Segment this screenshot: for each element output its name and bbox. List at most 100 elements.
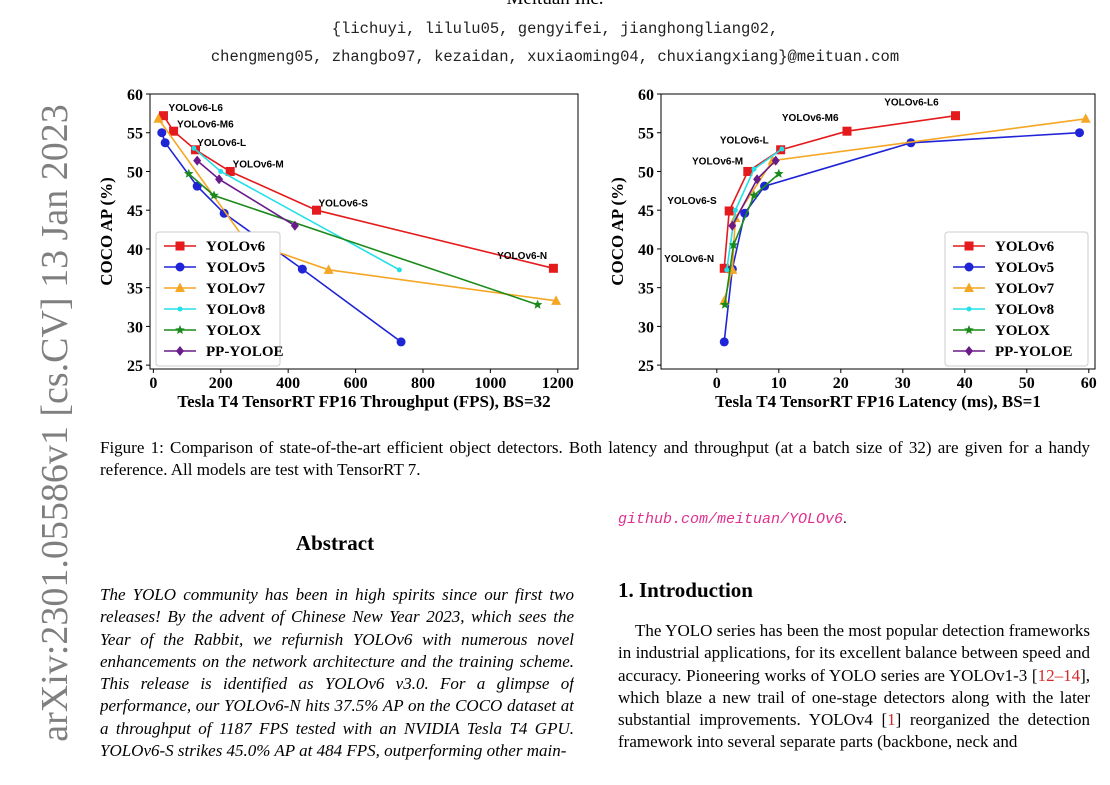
data-point bbox=[724, 206, 734, 216]
legend-marker bbox=[964, 262, 974, 272]
y-tick-label: 45 bbox=[638, 203, 654, 220]
series-line bbox=[725, 148, 783, 270]
legend-label: YOLOv7 bbox=[206, 281, 266, 297]
legend-label: YOLOv6 bbox=[206, 239, 266, 255]
x-tick-label: 60 bbox=[1081, 375, 1097, 392]
data-point bbox=[396, 337, 406, 347]
data-point bbox=[719, 263, 729, 273]
data-point bbox=[732, 207, 738, 213]
legend-box bbox=[155, 231, 281, 367]
series-pp-yoloe bbox=[728, 155, 780, 231]
y-tick-label: 35 bbox=[127, 281, 143, 298]
y-tick-label: 50 bbox=[127, 164, 143, 181]
affiliation: Meituan Inc. bbox=[0, 0, 1110, 10]
author-emails-line1: {lichuyi, lilulu05, gengyifei, jianghong… bbox=[331, 20, 779, 38]
data-point bbox=[160, 138, 170, 148]
point-annotation: YOLOv6-M bbox=[692, 156, 743, 167]
x-tick-label: 30 bbox=[895, 375, 911, 392]
data-point bbox=[153, 113, 164, 123]
x-axis-label: Tesla T4 TensorRT FP16 Latency (ms), BS=… bbox=[715, 392, 1041, 411]
x-tick-label: 0 bbox=[713, 375, 721, 392]
github-link[interactable]: github.com/meituan/YOLOv6. bbox=[618, 511, 847, 528]
legend-marker bbox=[177, 306, 183, 312]
plot-frame bbox=[149, 93, 579, 370]
x-tick-label: 800 bbox=[411, 375, 435, 392]
data-point bbox=[323, 264, 334, 274]
figure-caption: Figure 1: Comparison of state-of-the-art… bbox=[100, 438, 1090, 479]
data-point bbox=[551, 295, 562, 305]
legend-marker bbox=[175, 282, 185, 292]
data-point bbox=[158, 111, 168, 121]
data-point bbox=[396, 267, 402, 273]
data-point bbox=[311, 205, 321, 215]
data-point bbox=[743, 166, 753, 176]
legend-label: YOLOX bbox=[995, 323, 1050, 339]
data-point bbox=[215, 174, 224, 185]
series-yolov8 bbox=[191, 145, 402, 273]
y-tick-label: 25 bbox=[127, 358, 143, 375]
y-tick-label: 35 bbox=[638, 281, 654, 298]
data-point bbox=[753, 174, 762, 185]
data-point bbox=[1075, 128, 1084, 138]
legend-box bbox=[944, 231, 1089, 367]
legend-marker bbox=[964, 241, 974, 251]
legend-label: YOLOX bbox=[206, 323, 261, 339]
legend-label: YOLOv7 bbox=[995, 281, 1055, 297]
github-link-text[interactable]: github.com/meituan/YOLOv6 bbox=[618, 511, 844, 528]
point-annotation: YOLOv6-S bbox=[667, 196, 717, 207]
legend-marker bbox=[176, 346, 184, 356]
y-tick-label: 60 bbox=[127, 87, 143, 104]
data-point bbox=[951, 111, 960, 121]
citation-link[interactable]: 1 bbox=[887, 710, 896, 730]
data-point bbox=[191, 145, 197, 151]
data-point bbox=[749, 190, 759, 200]
x-axis-label: Tesla T4 TensorRT FP16 Throughput (FPS),… bbox=[177, 392, 550, 411]
x-tick-label: 400 bbox=[276, 375, 300, 392]
data-point bbox=[548, 263, 558, 273]
x-tick-label: 1000 bbox=[474, 375, 506, 392]
data-point bbox=[842, 126, 852, 136]
point-annotation: YOLOv6-L6 bbox=[169, 103, 224, 114]
legend-label: YOLOv6 bbox=[995, 239, 1055, 255]
x-tick-label: 50 bbox=[1019, 375, 1035, 392]
legend-marker bbox=[965, 346, 973, 356]
intro-text-3: ] reorganized the detection framework in… bbox=[618, 710, 1090, 752]
data-point bbox=[157, 128, 167, 138]
data-point bbox=[730, 212, 741, 222]
data-point bbox=[169, 126, 179, 136]
plot-frame bbox=[660, 93, 1096, 370]
point-annotation: YOLOv6-L bbox=[720, 136, 769, 147]
y-tick-label: 40 bbox=[127, 242, 143, 259]
legend-marker bbox=[964, 282, 974, 292]
point-annotation: YOLOv6-S bbox=[319, 198, 369, 209]
data-point bbox=[532, 299, 543, 309]
data-point bbox=[724, 267, 730, 273]
data-point bbox=[218, 168, 224, 174]
series-line bbox=[157, 118, 557, 302]
citation-link[interactable]: 12–14 bbox=[1037, 665, 1081, 685]
legend: YOLOv6 YOLOv5 YOLOv7 YOLOv8 YOLOX PP-YOLOE bbox=[944, 231, 1089, 367]
x-tick-label: 20 bbox=[833, 375, 849, 392]
legend-marker bbox=[964, 325, 974, 334]
throughput-chart: 0 200 400 600 800 1000 1200 25 30 35 40 45 50 55 60 Tes… bbox=[97, 87, 579, 411]
data-point bbox=[290, 220, 299, 231]
data-point bbox=[774, 168, 784, 178]
data-point bbox=[219, 208, 229, 218]
author-emails-line2: chengmeng05, zhangbo97, kezaidan, xuxiao… bbox=[210, 48, 900, 66]
legend-label: PP-YOLOE bbox=[206, 344, 284, 360]
point-annotation: YOLOv6-L bbox=[197, 138, 246, 149]
y-tick-label: 45 bbox=[127, 203, 143, 220]
legend-marker bbox=[175, 262, 185, 272]
x-tick-label: 40 bbox=[957, 375, 973, 392]
y-axis-label: COCO AP (%) bbox=[608, 177, 627, 286]
y-tick-label: 55 bbox=[127, 126, 143, 143]
series-yolox bbox=[184, 168, 543, 309]
y-tick-label: 50 bbox=[638, 164, 654, 181]
data-point bbox=[719, 337, 729, 347]
x-tick-label: 1200 bbox=[542, 375, 574, 392]
section-heading-introduction: 1. Introduction bbox=[618, 578, 753, 602]
y-tick-label: 30 bbox=[127, 319, 143, 336]
intro-text-1: The YOLO series has been the most popula… bbox=[618, 621, 1090, 685]
y-tick-label: 60 bbox=[638, 87, 654, 104]
introduction-paragraph: The YOLO series has been the most popula… bbox=[618, 620, 1090, 785]
